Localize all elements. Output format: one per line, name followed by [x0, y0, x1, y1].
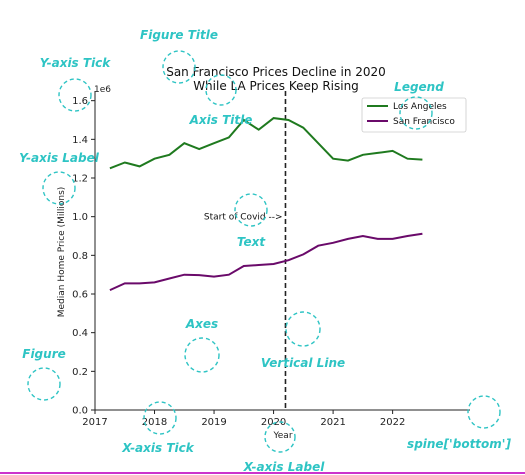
x-tick-label: 2021 — [320, 417, 345, 428]
callout-circle-vertical-line — [285, 311, 321, 347]
y-tick-label: 1.2 — [72, 174, 88, 185]
y-tick-label: 0.2 — [72, 367, 88, 378]
callout-circle-x-axis-label — [264, 421, 296, 453]
callout-circle-axis-title — [205, 74, 237, 106]
legend: Los Angeles San Francisco — [361, 97, 467, 133]
callout-label-text: Text — [237, 235, 267, 249]
callout-label-y-axis-label: Y-axis Label — [19, 151, 100, 165]
y-axis-label: Median Home Price (Millions) — [57, 187, 67, 318]
callout-label-legend: Legend — [394, 80, 444, 94]
x-axis-label: Year — [272, 431, 292, 441]
y-tick-label: 0.0 — [72, 406, 88, 417]
callout-circle-legend — [399, 96, 433, 130]
callout-label-y-axis-tick: Y-axis Tick — [40, 56, 112, 70]
y-tick-label: 0.8 — [72, 251, 88, 262]
callout-circle-figure-title — [162, 50, 196, 84]
callout-circle-y-axis-tick — [58, 78, 92, 112]
x-tick-label: 2018 — [142, 417, 167, 428]
callout-circle-spine-bottom — [467, 395, 501, 429]
x-tick-label: 2020 — [261, 417, 286, 428]
callout-circle-x-axis-tick — [143, 401, 177, 435]
callout-label-figure: Figure — [22, 347, 66, 361]
y-offset-text: 1e6 — [94, 85, 111, 95]
y-tick-label: 1.6 — [72, 96, 88, 107]
y-tick-label: 1.4 — [72, 135, 88, 146]
callout-label-x-axis-label: X-axis Label — [243, 460, 326, 474]
callout-label-spine-bottom: spine['bottom'] — [407, 437, 511, 451]
chart-title-line2: While LA Prices Keep Rising — [193, 79, 359, 93]
callout-label-axes: Axes — [185, 317, 218, 331]
covid-annotation-text: Start of Covid --> — [204, 213, 283, 223]
callout-label-axis-title: Axis Title — [189, 113, 253, 127]
y-ticks: 0.0 0.2 0.4 0.6 0.8 1.0 1.2 1.4 1.6 — [72, 96, 95, 417]
x-tick-label: 2017 — [82, 417, 107, 428]
legend-label-los-angeles: Los Angeles — [393, 102, 447, 112]
callout-circle-axes — [184, 337, 220, 373]
series-line-los-angeles — [109, 117, 423, 170]
y-tick-label: 0.4 — [72, 328, 88, 339]
x-ticks: 2017 2018 2019 2020 2021 2022 — [82, 410, 405, 428]
callout-label-vertical-line: Vertical Line — [261, 356, 345, 370]
y-tick-label: 0.6 — [72, 290, 88, 301]
chart-title-line1: San Francisco Prices Decline in 2020 — [166, 65, 386, 79]
callout-label-figure-title: Figure Title — [140, 28, 218, 42]
x-tick-label: 2019 — [201, 417, 226, 428]
callout-label-x-axis-tick: X-axis Tick — [121, 441, 194, 455]
callout-circle-y-axis-label — [42, 171, 76, 205]
series-line-san-francisco — [109, 232, 423, 292]
callout-circle-text — [234, 193, 268, 227]
callouts: Figure Title Y-axis Tick Legend Axis Tit… — [19, 28, 511, 474]
x-tick-label: 2022 — [380, 417, 405, 428]
legend-label-san-francisco: San Francisco — [393, 117, 455, 127]
y-tick-label: 1.0 — [72, 212, 88, 223]
callout-circle-figure — [27, 367, 61, 401]
